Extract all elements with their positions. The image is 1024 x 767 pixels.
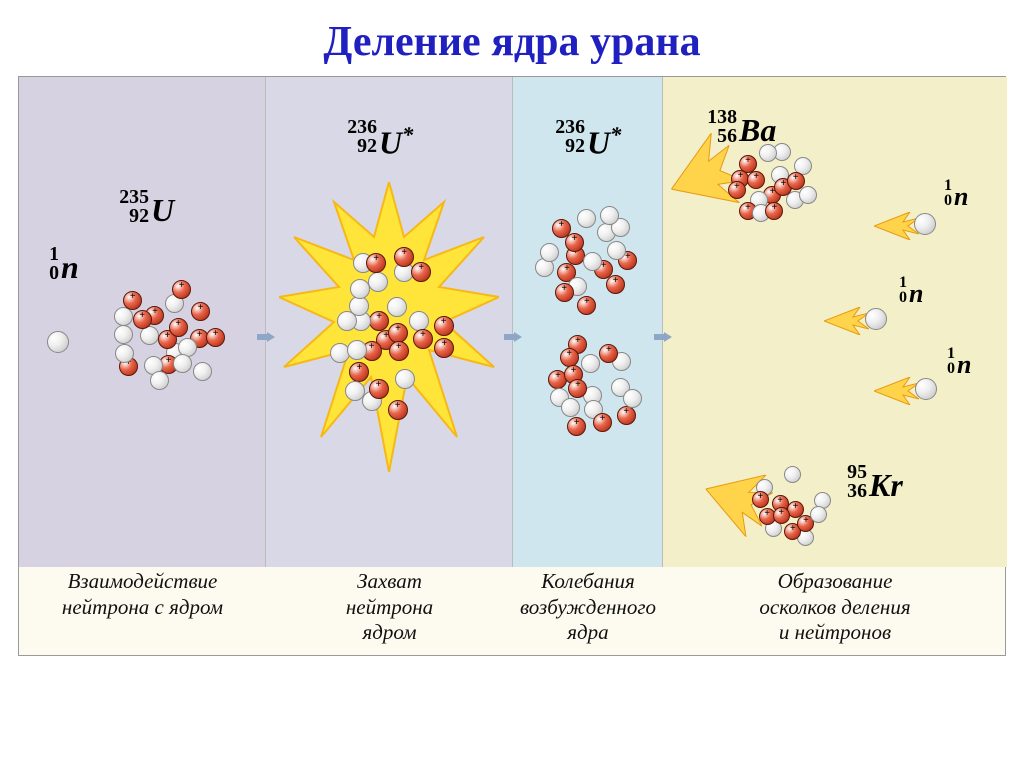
neutron-emitted bbox=[914, 213, 936, 235]
nucleus-kr95 bbox=[751, 462, 836, 550]
trail-icon bbox=[824, 307, 869, 335]
label-neutron-in: 1 0 n bbox=[61, 249, 79, 286]
label-neutron-1: 10n bbox=[954, 182, 968, 212]
trail-icon bbox=[874, 377, 919, 405]
page-title: Деление ядра урана bbox=[0, 0, 1024, 76]
caption-3: Колебаниявозбужденногоядра bbox=[513, 569, 663, 646]
nucleus-u236 bbox=[324, 229, 459, 421]
label-u235: 235 92 U bbox=[151, 192, 174, 229]
diagram-frame: Взаимодействиенейтрона с ядром Захватней… bbox=[18, 76, 1006, 656]
arrow-icon bbox=[257, 332, 275, 342]
arrow-icon bbox=[504, 332, 522, 342]
label-neutron-2: 10n bbox=[909, 279, 923, 309]
trail-icon bbox=[874, 212, 919, 240]
label-kr95: 95 36 Kr bbox=[869, 467, 903, 504]
caption-4: Образованиеосколков деленияи нейтронов bbox=[663, 569, 1007, 646]
arrow-icon bbox=[654, 332, 672, 342]
nucleus-split-top bbox=[533, 197, 643, 322]
nucleus-split-bot bbox=[538, 332, 643, 452]
caption-1: Взаимодействиенейтрона с ядром bbox=[19, 569, 266, 620]
label-u236-a: 236 92 U* bbox=[379, 122, 413, 162]
label-u236-b: 236 92 U* bbox=[587, 122, 621, 162]
neutron-emitted bbox=[865, 308, 887, 330]
nucleus-ba138 bbox=[719, 132, 819, 234]
neutron-emitted bbox=[915, 378, 937, 400]
label-neutron-3: 10n bbox=[957, 350, 971, 380]
caption-2: Захватнейтронаядром bbox=[266, 569, 513, 646]
neutron-incoming bbox=[47, 331, 69, 353]
nucleus-u235 bbox=[107, 277, 227, 397]
